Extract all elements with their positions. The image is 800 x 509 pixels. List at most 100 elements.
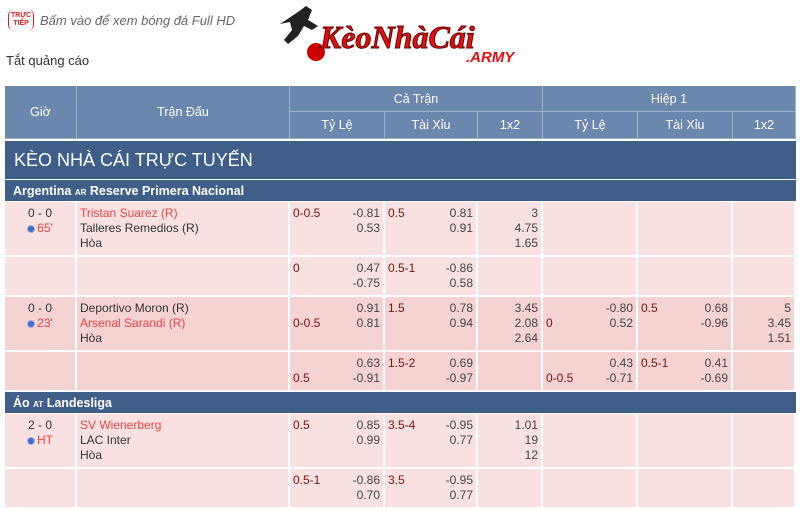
league-country: Argentina <box>13 184 75 198</box>
score: 0 - 0 <box>27 206 52 220</box>
h1-1x2-cell <box>733 469 796 507</box>
ft-1x2-cell <box>478 469 543 507</box>
handicap-line: 0-0.5 <box>293 316 321 330</box>
league-code: AR <box>74 188 87 197</box>
odds: -0.86 0.58 <box>445 261 473 290</box>
h1-ou-cell <box>638 202 733 255</box>
match-cell <box>77 257 290 295</box>
match-cell[interactable]: Deportivo Moron (R) Arsenal Sarandi (R) Hò… <box>77 297 290 350</box>
h1-1x2-cell <box>733 202 796 255</box>
odds: -0.95 0.77 <box>445 418 473 447</box>
ft-ou-cell[interactable]: 1.5-2 0.69 -0.97 <box>385 352 478 390</box>
ft-ou-cell[interactable]: 3.5 -0.95 0.77 <box>385 469 478 507</box>
h1-ou-cell[interactable]: 0.5-1 0.41 -0.69 <box>638 352 733 390</box>
section-title: KÈO NHÀ CÁI TRỰC TUYẾN <box>5 141 796 180</box>
h1-ou-cell <box>638 469 733 507</box>
ft-ou-cell[interactable]: 0.5-1 -0.86 0.58 <box>385 257 478 295</box>
score: 2 - 0 <box>27 418 52 432</box>
ft-ou-cell[interactable]: 1.5 0.78 0.94 <box>385 297 478 350</box>
handicap-line: 1.5 <box>388 301 405 315</box>
live-badge: TRỰC TIẾP <box>8 10 34 30</box>
league-header[interactable]: Áo AT Landesliga <box>5 392 796 414</box>
odds: 0.68 -0.96 <box>700 301 728 330</box>
draw-label: Hòa <box>80 448 103 462</box>
league-name: Landesliga <box>43 396 112 410</box>
odds: -0.81 0.53 <box>352 206 380 235</box>
site-logo[interactable]: KèoNhàCái .ARMY <box>278 4 538 64</box>
ft-hdp-cell[interactable]: 0.5-1 -0.86 0.70 <box>290 469 385 507</box>
h1-hdp-cell[interactable]: 0-0.5 0.43 -0.71 <box>543 352 638 390</box>
handicap-line: 0.5-1 <box>293 473 321 487</box>
handicap-line: 0-0.5 <box>546 371 574 385</box>
match-cell[interactable]: Tristan Suarez (R) Talleres Remedios (R) H… <box>77 202 290 255</box>
h1-hdp-cell <box>543 414 638 467</box>
odds: 0.78 0.94 <box>449 301 473 330</box>
odds: 0.41 -0.69 <box>700 356 728 385</box>
odds: -0.86 0.70 <box>352 473 380 502</box>
odds: 5 3.45 1.51 <box>767 301 791 345</box>
odds: 1.01 19 12 <box>514 418 538 462</box>
ft-1x2-cell[interactable]: 3.45 2.08 2.64 <box>478 297 543 350</box>
odds-table: Giờ Trận Đấu Cả Trận Hiệp 1 Tỷ Lệ Tài Xỉ… <box>5 86 796 509</box>
home-team[interactable]: SV Wienerberg <box>80 418 162 432</box>
handicap-line: 0.5 <box>388 206 405 220</box>
table-row: 2 - 0 HT SV Wienerberg LAC Inter Hòa 0.5 0.85 0… <box>5 414 796 469</box>
odds: 3 4.75 1.65 <box>514 206 538 250</box>
handicap-line: 0.5 <box>293 418 310 432</box>
ft-1x2-cell <box>478 352 543 390</box>
away-team[interactable]: Talleres Remedios (R) <box>80 221 199 235</box>
odds: 0.43 -0.71 <box>605 356 633 385</box>
ft-1x2-cell[interactable]: 3 4.75 1.65 <box>478 202 543 255</box>
time-cell: 2 - 0 HT <box>5 414 77 467</box>
time-cell: 0 - 0 23' <box>5 297 77 350</box>
away-team[interactable]: Arsenal Sarandi (R) <box>80 316 186 330</box>
match-cell <box>77 469 290 507</box>
h1-1x2-cell[interactable]: 5 3.45 1.51 <box>733 297 796 350</box>
home-team[interactable]: Deportivo Moron (R) <box>80 301 189 315</box>
league-code: AT <box>33 400 44 409</box>
col-time: Giờ <box>5 86 77 139</box>
league-header[interactable]: Argentina AR Reserve Primera Nacional <box>5 180 796 202</box>
svg-text:KèoNhàCái: KèoNhàCái <box>319 19 475 55</box>
col-h1-1x2: 1x2 <box>733 112 796 139</box>
ft-hdp-cell[interactable]: 0.5 0.85 0.99 <box>290 414 385 467</box>
live-icon <box>27 225 36 233</box>
ft-hdp-cell[interactable]: 0-0.5 0.91 0.81 <box>290 297 385 350</box>
handicap-line: 0-0.5 <box>293 206 321 220</box>
odds: -0.80 0.52 <box>605 301 633 330</box>
table-body: Argentina AR Reserve Primera Nacional 0 -… <box>5 180 796 509</box>
col-ft-hdp: Tỷ Lệ <box>290 112 385 139</box>
odds: 3.45 2.08 2.64 <box>514 301 538 345</box>
odds: 0.63 -0.91 <box>352 356 380 385</box>
handicap-line: 0.5 <box>641 301 658 315</box>
live-minute: 65' <box>8 221 72 236</box>
time-cell <box>5 257 77 295</box>
hide-ads-link[interactable]: Tắt quảng cáo <box>6 53 90 68</box>
away-team[interactable]: LAC Inter <box>80 433 131 447</box>
ft-ou-cell[interactable]: 0.5 0.81 0.91 <box>385 202 478 255</box>
h1-hdp-cell <box>543 202 638 255</box>
ft-hdp-cell[interactable]: 0 0.47 -0.75 <box>290 257 385 295</box>
live-promo[interactable]: TRỰC TIẾP Bấm vào để xem bóng đá Full HD <box>8 10 235 30</box>
ft-hdp-cell[interactable]: 0.5 0.63 -0.91 <box>290 352 385 390</box>
ft-1x2-cell[interactable]: 1.01 19 12 <box>478 414 543 467</box>
col-full-match: Cả Trận <box>290 86 543 112</box>
league-country: Áo <box>13 396 34 410</box>
svg-text:.ARMY: .ARMY <box>466 49 516 64</box>
live-icon <box>27 320 36 328</box>
promo-link[interactable]: Bấm vào để xem bóng đá Full HD <box>40 12 236 28</box>
time-cell: 0 - 0 65' <box>5 202 77 255</box>
h1-ou-cell[interactable]: 0.5 0.68 -0.96 <box>638 297 733 350</box>
ft-hdp-cell[interactable]: 0-0.5 -0.81 0.53 <box>290 202 385 255</box>
match-cell[interactable]: SV Wienerberg LAC Inter Hòa <box>77 414 290 467</box>
h1-ou-cell <box>638 414 733 467</box>
h1-1x2-cell <box>733 257 796 295</box>
score: 0 - 0 <box>27 301 52 315</box>
ft-ou-cell[interactable]: 3.5-4 -0.95 0.77 <box>385 414 478 467</box>
odds: 0.91 0.81 <box>356 301 380 330</box>
col-match: Trận Đấu <box>77 86 290 139</box>
home-team[interactable]: Tristan Suarez (R) <box>80 206 178 220</box>
handicap-line: 3.5 <box>388 473 405 487</box>
live-minute: 23' <box>8 316 72 331</box>
h1-hdp-cell[interactable]: 0 -0.80 0.52 <box>543 297 638 350</box>
